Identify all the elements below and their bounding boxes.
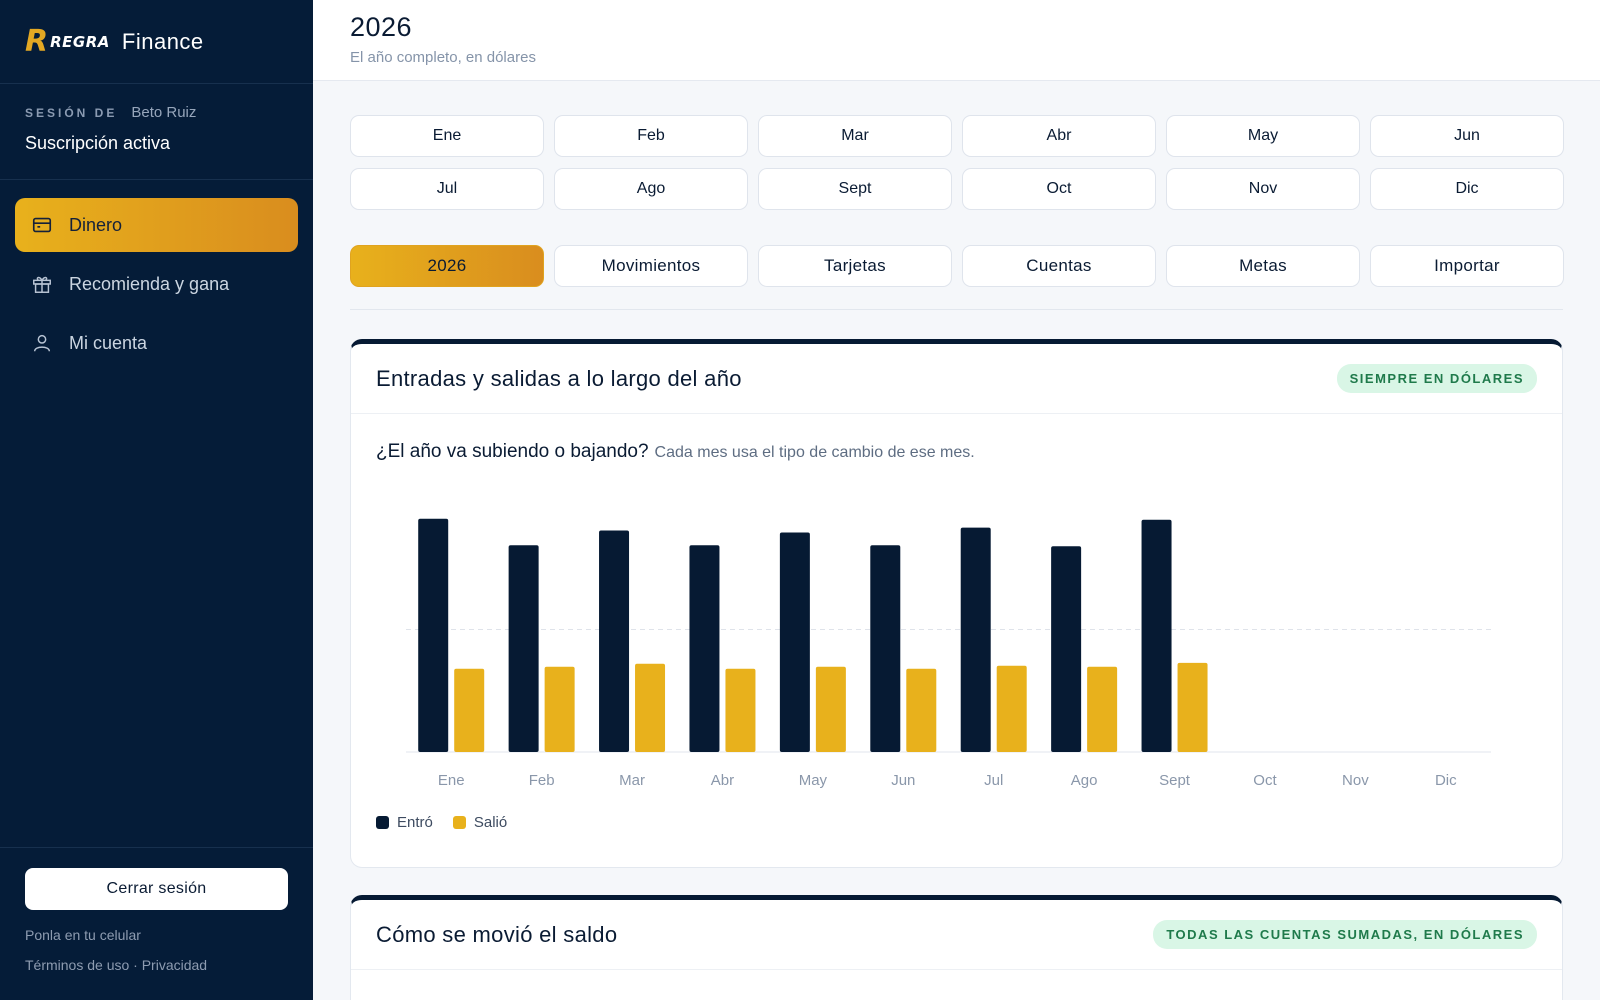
month-button-ene[interactable]: Ene bbox=[350, 115, 544, 157]
legend-item-salio[interactable]: Salió bbox=[452, 814, 508, 831]
gift-icon bbox=[33, 276, 51, 293]
x-tick-label: Abr bbox=[711, 772, 734, 789]
month-button-mar[interactable]: Mar bbox=[758, 115, 952, 157]
legend-swatch bbox=[376, 816, 389, 829]
bar-salio-jul bbox=[996, 665, 1027, 752]
month-button-ago[interactable]: Ago bbox=[554, 168, 748, 210]
page-subtitle: El año completo, en dólares bbox=[350, 49, 536, 66]
x-tick-label: May bbox=[799, 772, 828, 789]
legend-item-entro[interactable]: Entró bbox=[376, 814, 433, 831]
legal-links[interactable]: Términos de uso · Privacidad bbox=[25, 957, 208, 973]
sidebar-item-label: Recomienda y gana bbox=[69, 273, 230, 294]
bar-entro-mar bbox=[599, 530, 630, 752]
bar-chart: Ene Feb Mar Abr May Jun Jul Ago Sept Oct Nov Dic bbox=[351, 479, 1562, 809]
page-title: 2026 bbox=[350, 12, 413, 42]
brand-name: Finance bbox=[121, 28, 204, 54]
income-expense-card: Entradas y salidas a lo largo del año SI… bbox=[350, 339, 1563, 868]
bar-entro-feb bbox=[508, 545, 539, 752]
bar-entro-ago bbox=[1051, 546, 1082, 752]
bar-entro-may bbox=[779, 532, 810, 752]
brand-word: REGRA bbox=[50, 32, 110, 51]
currency-badge: SIEMPRE EN DÓLARES bbox=[1336, 364, 1537, 393]
month-button-abr[interactable]: Abr bbox=[962, 115, 1156, 157]
month-button-dic[interactable]: Dic bbox=[1370, 168, 1564, 210]
bar-entro-jul bbox=[960, 527, 991, 752]
x-tick-label: Ago bbox=[1071, 772, 1098, 789]
card-title: Entradas y salidas a lo largo del año bbox=[376, 365, 742, 391]
bar-salio-mar bbox=[635, 663, 666, 752]
brand[interactable]: R REGRA Finance bbox=[0, 0, 313, 84]
month-button-may[interactable]: May bbox=[1166, 115, 1360, 157]
balance-card: Cómo se movió el saldo TODAS LAS CUENTAS… bbox=[350, 895, 1563, 1000]
bar-entro-jun bbox=[870, 545, 901, 752]
month-button-nov[interactable]: Nov bbox=[1166, 168, 1360, 210]
main-controls: Ene Feb Mar Abr May Jun Jul Ago Sept Oct… bbox=[350, 115, 1564, 310]
x-tick-label: Sept bbox=[1159, 772, 1191, 789]
x-tick-label: Mar bbox=[619, 772, 645, 789]
bar-entro-abr bbox=[689, 545, 720, 752]
card-title: Cómo se movió el saldo bbox=[376, 921, 618, 947]
card-header: Entradas y salidas a lo largo del año SI… bbox=[351, 344, 1562, 414]
page-header: 2026 El año completo, en dólares bbox=[313, 0, 1600, 81]
x-tick-label: Jun bbox=[891, 772, 915, 789]
sidebar-item-label: Mi cuenta bbox=[69, 332, 148, 353]
sidebar-item-mi-cuenta[interactable]: Mi cuenta bbox=[15, 316, 298, 370]
month-button-sept[interactable]: Sept bbox=[758, 168, 952, 210]
section-tabs: 2026 Movimientos Tarjetas Cuentas Metas … bbox=[350, 245, 1564, 287]
x-tick-label: Feb bbox=[529, 772, 555, 789]
bar-salio-ene bbox=[454, 668, 485, 752]
tab-movimientos[interactable]: Movimientos bbox=[554, 245, 748, 287]
x-tick-label: Jul bbox=[984, 772, 1003, 789]
legend-label: Entró bbox=[397, 814, 433, 831]
x-tick-label: Ene bbox=[438, 772, 465, 789]
x-tick-label: Dic bbox=[1435, 772, 1457, 789]
sidebar: R REGRA Finance SESIÓN DE Beto Ruiz Susc… bbox=[0, 0, 313, 1000]
tab-metas[interactable]: Metas bbox=[1166, 245, 1360, 287]
bar-salio-feb bbox=[544, 666, 575, 752]
session-info: SESIÓN DE Beto Ruiz Suscripción activa bbox=[0, 84, 313, 180]
bar-salio-ago bbox=[1087, 666, 1118, 752]
month-button-jun[interactable]: Jun bbox=[1370, 115, 1564, 157]
month-button-jul[interactable]: Jul bbox=[350, 168, 544, 210]
mobile-app-link[interactable]: Ponla en tu celular bbox=[25, 927, 141, 943]
sidebar-item-dinero[interactable]: Dinero bbox=[15, 198, 298, 252]
tab-tarjetas[interactable]: Tarjetas bbox=[758, 245, 952, 287]
bar-salio-jun bbox=[906, 668, 937, 752]
logout-button[interactable]: Cerrar sesión bbox=[25, 868, 288, 910]
bar-salio-sept bbox=[1177, 662, 1208, 752]
bar-entro-ene bbox=[418, 518, 449, 752]
tab-importar[interactable]: Importar bbox=[1370, 245, 1564, 287]
divider bbox=[350, 309, 1563, 310]
sidebar-footer: Cerrar sesión Ponla en tu celular Términ… bbox=[0, 847, 313, 1000]
sidebar-item-recomienda[interactable]: Recomienda y gana bbox=[15, 257, 298, 311]
legend-swatch bbox=[452, 816, 466, 829]
session-label: SESIÓN DE bbox=[25, 106, 118, 120]
chart-question: ¿El año va subiendo o bajando? Cada mes … bbox=[351, 414, 1562, 463]
brand-logo: R REGRA bbox=[25, 23, 110, 59]
wallet-icon bbox=[32, 217, 52, 233]
card-header: Cómo se movió el saldo TODAS LAS CUENTAS… bbox=[351, 900, 1562, 970]
accounts-badge: TODAS LAS CUENTAS SUMADAS, EN DÓLARES bbox=[1153, 920, 1537, 949]
brand-mark: R bbox=[25, 23, 49, 59]
tab-2026[interactable]: 2026 bbox=[350, 245, 544, 287]
bar-entro-sept bbox=[1141, 519, 1172, 752]
chart-legend: Entró Salió bbox=[376, 814, 527, 831]
month-selector: Ene Feb Mar Abr May Jun Jul Ago Sept Oct… bbox=[350, 115, 1564, 210]
question-text: ¿El año va subiendo o bajando? bbox=[376, 441, 649, 462]
session-user: Beto Ruiz bbox=[131, 104, 197, 121]
user-icon bbox=[33, 334, 51, 352]
sidebar-nav: Dinero Recomienda y gana Mi cuenta bbox=[0, 180, 313, 370]
bar-salio-may bbox=[815, 666, 846, 752]
legend-label: Salió bbox=[473, 814, 508, 831]
bar-chart-svg: Ene Feb Mar Abr May Jun Jul Ago Sept Oct Nov Dic bbox=[406, 518, 1491, 789]
bar-salio-abr bbox=[725, 668, 756, 752]
subscription-status: Suscripción activa bbox=[25, 133, 171, 153]
x-tick-label: Nov bbox=[1342, 772, 1369, 789]
question-note: Cada mes usa el tipo de cambio de ese me… bbox=[654, 444, 975, 461]
x-tick-label: Oct bbox=[1253, 772, 1277, 789]
month-button-feb[interactable]: Feb bbox=[554, 115, 748, 157]
month-button-oct[interactable]: Oct bbox=[962, 168, 1156, 210]
tab-cuentas[interactable]: Cuentas bbox=[962, 245, 1156, 287]
sidebar-item-label: Dinero bbox=[69, 214, 123, 235]
